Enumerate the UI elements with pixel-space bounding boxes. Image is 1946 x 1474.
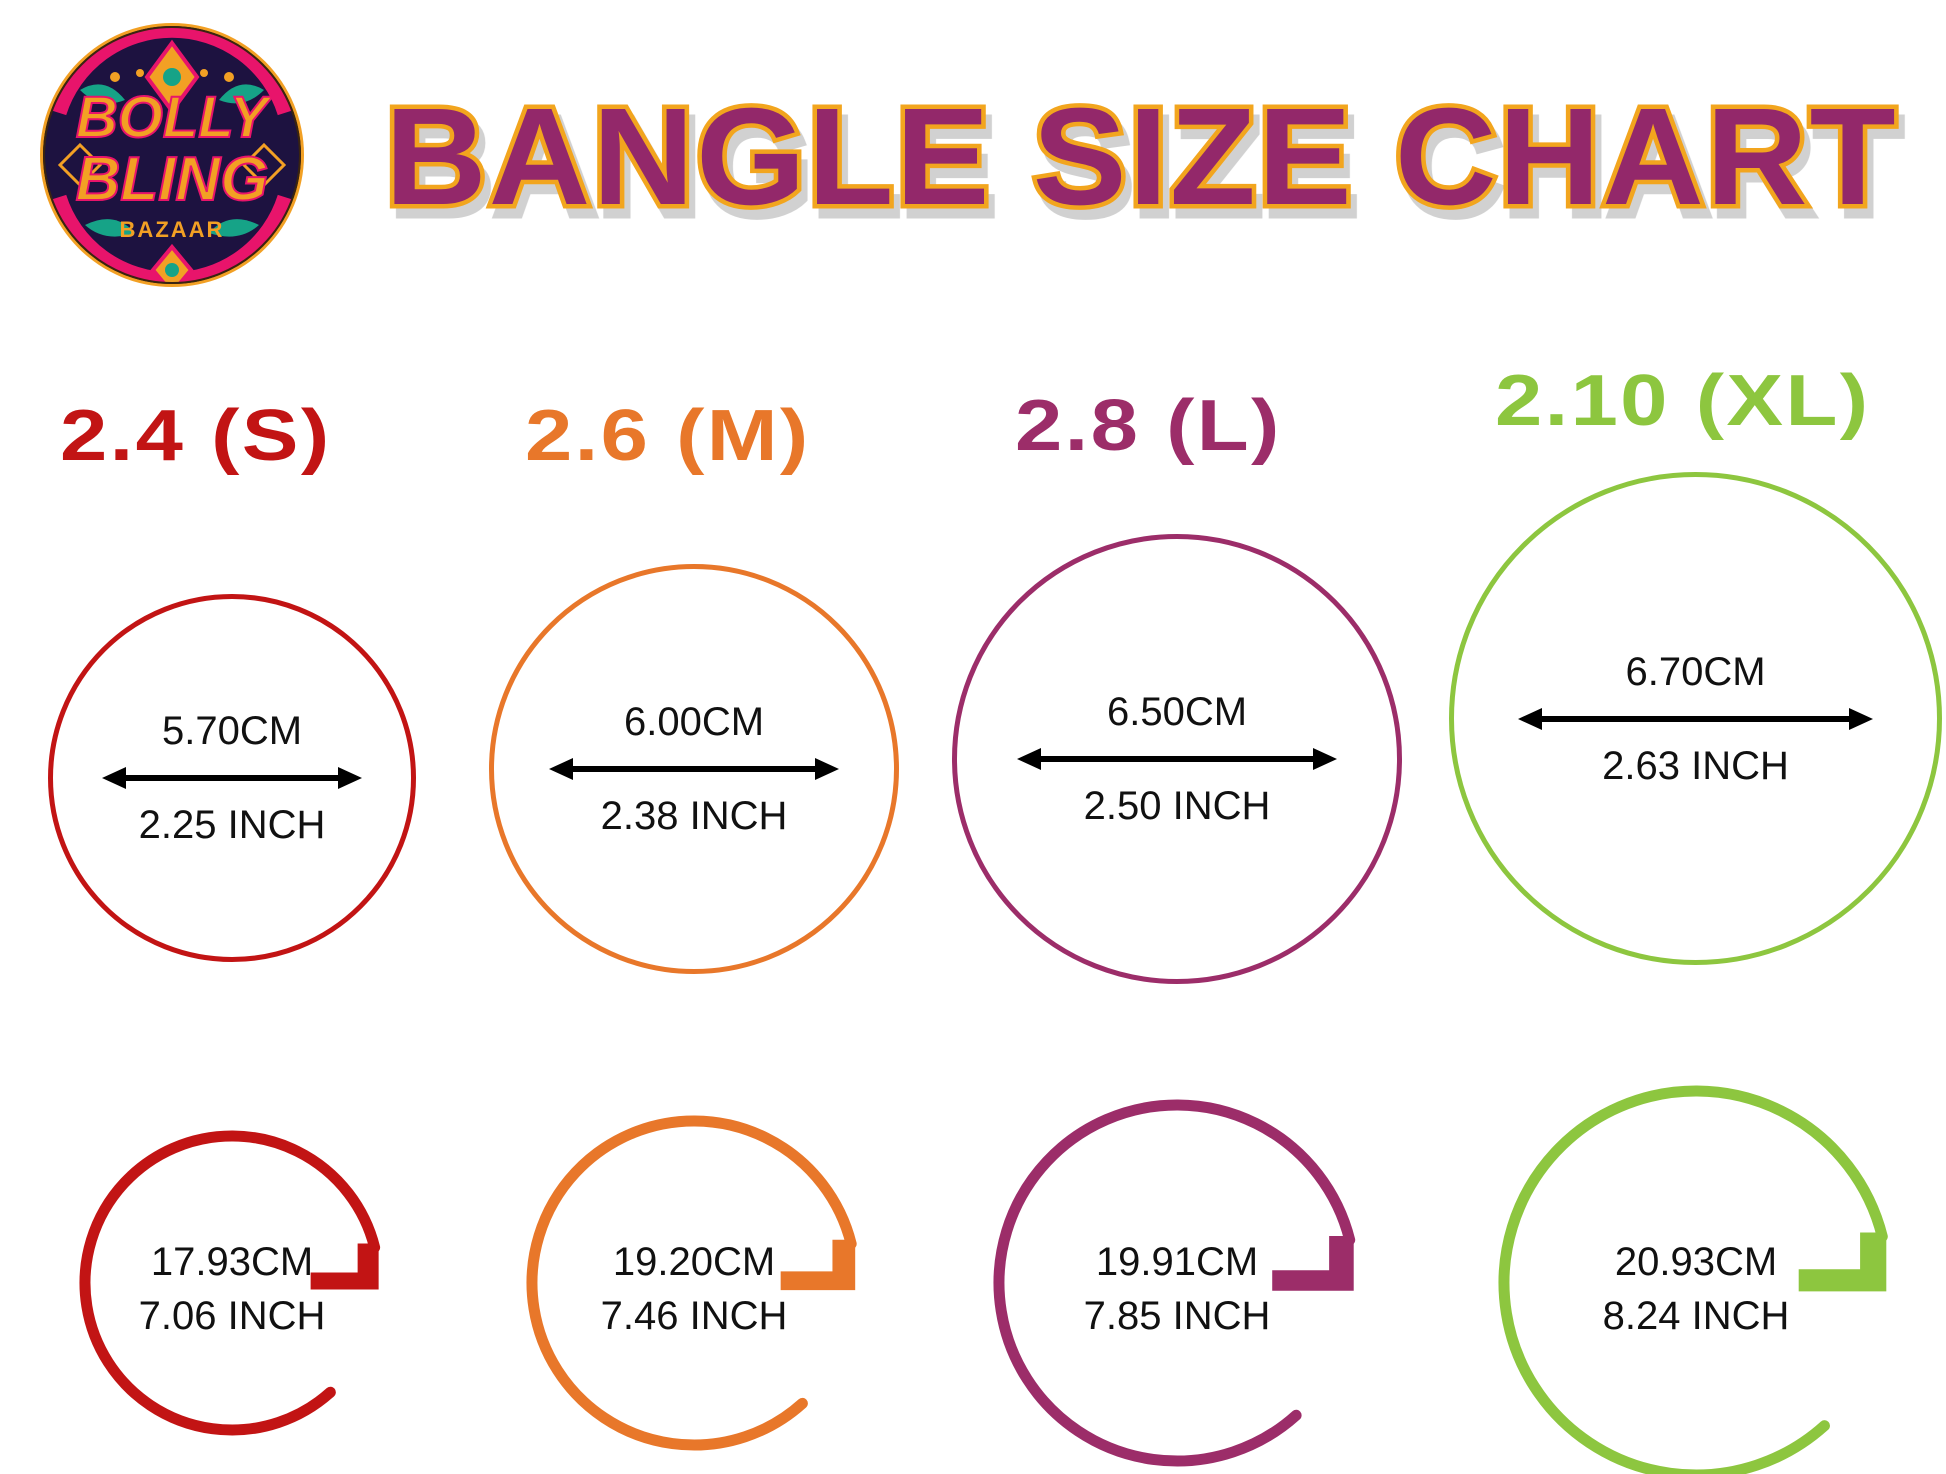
svg-text:BLING: BLING (76, 145, 269, 214)
svg-text:BOLLY: BOLLY (76, 85, 274, 150)
svg-text:BAZAAR: BAZAAR (120, 217, 225, 242)
